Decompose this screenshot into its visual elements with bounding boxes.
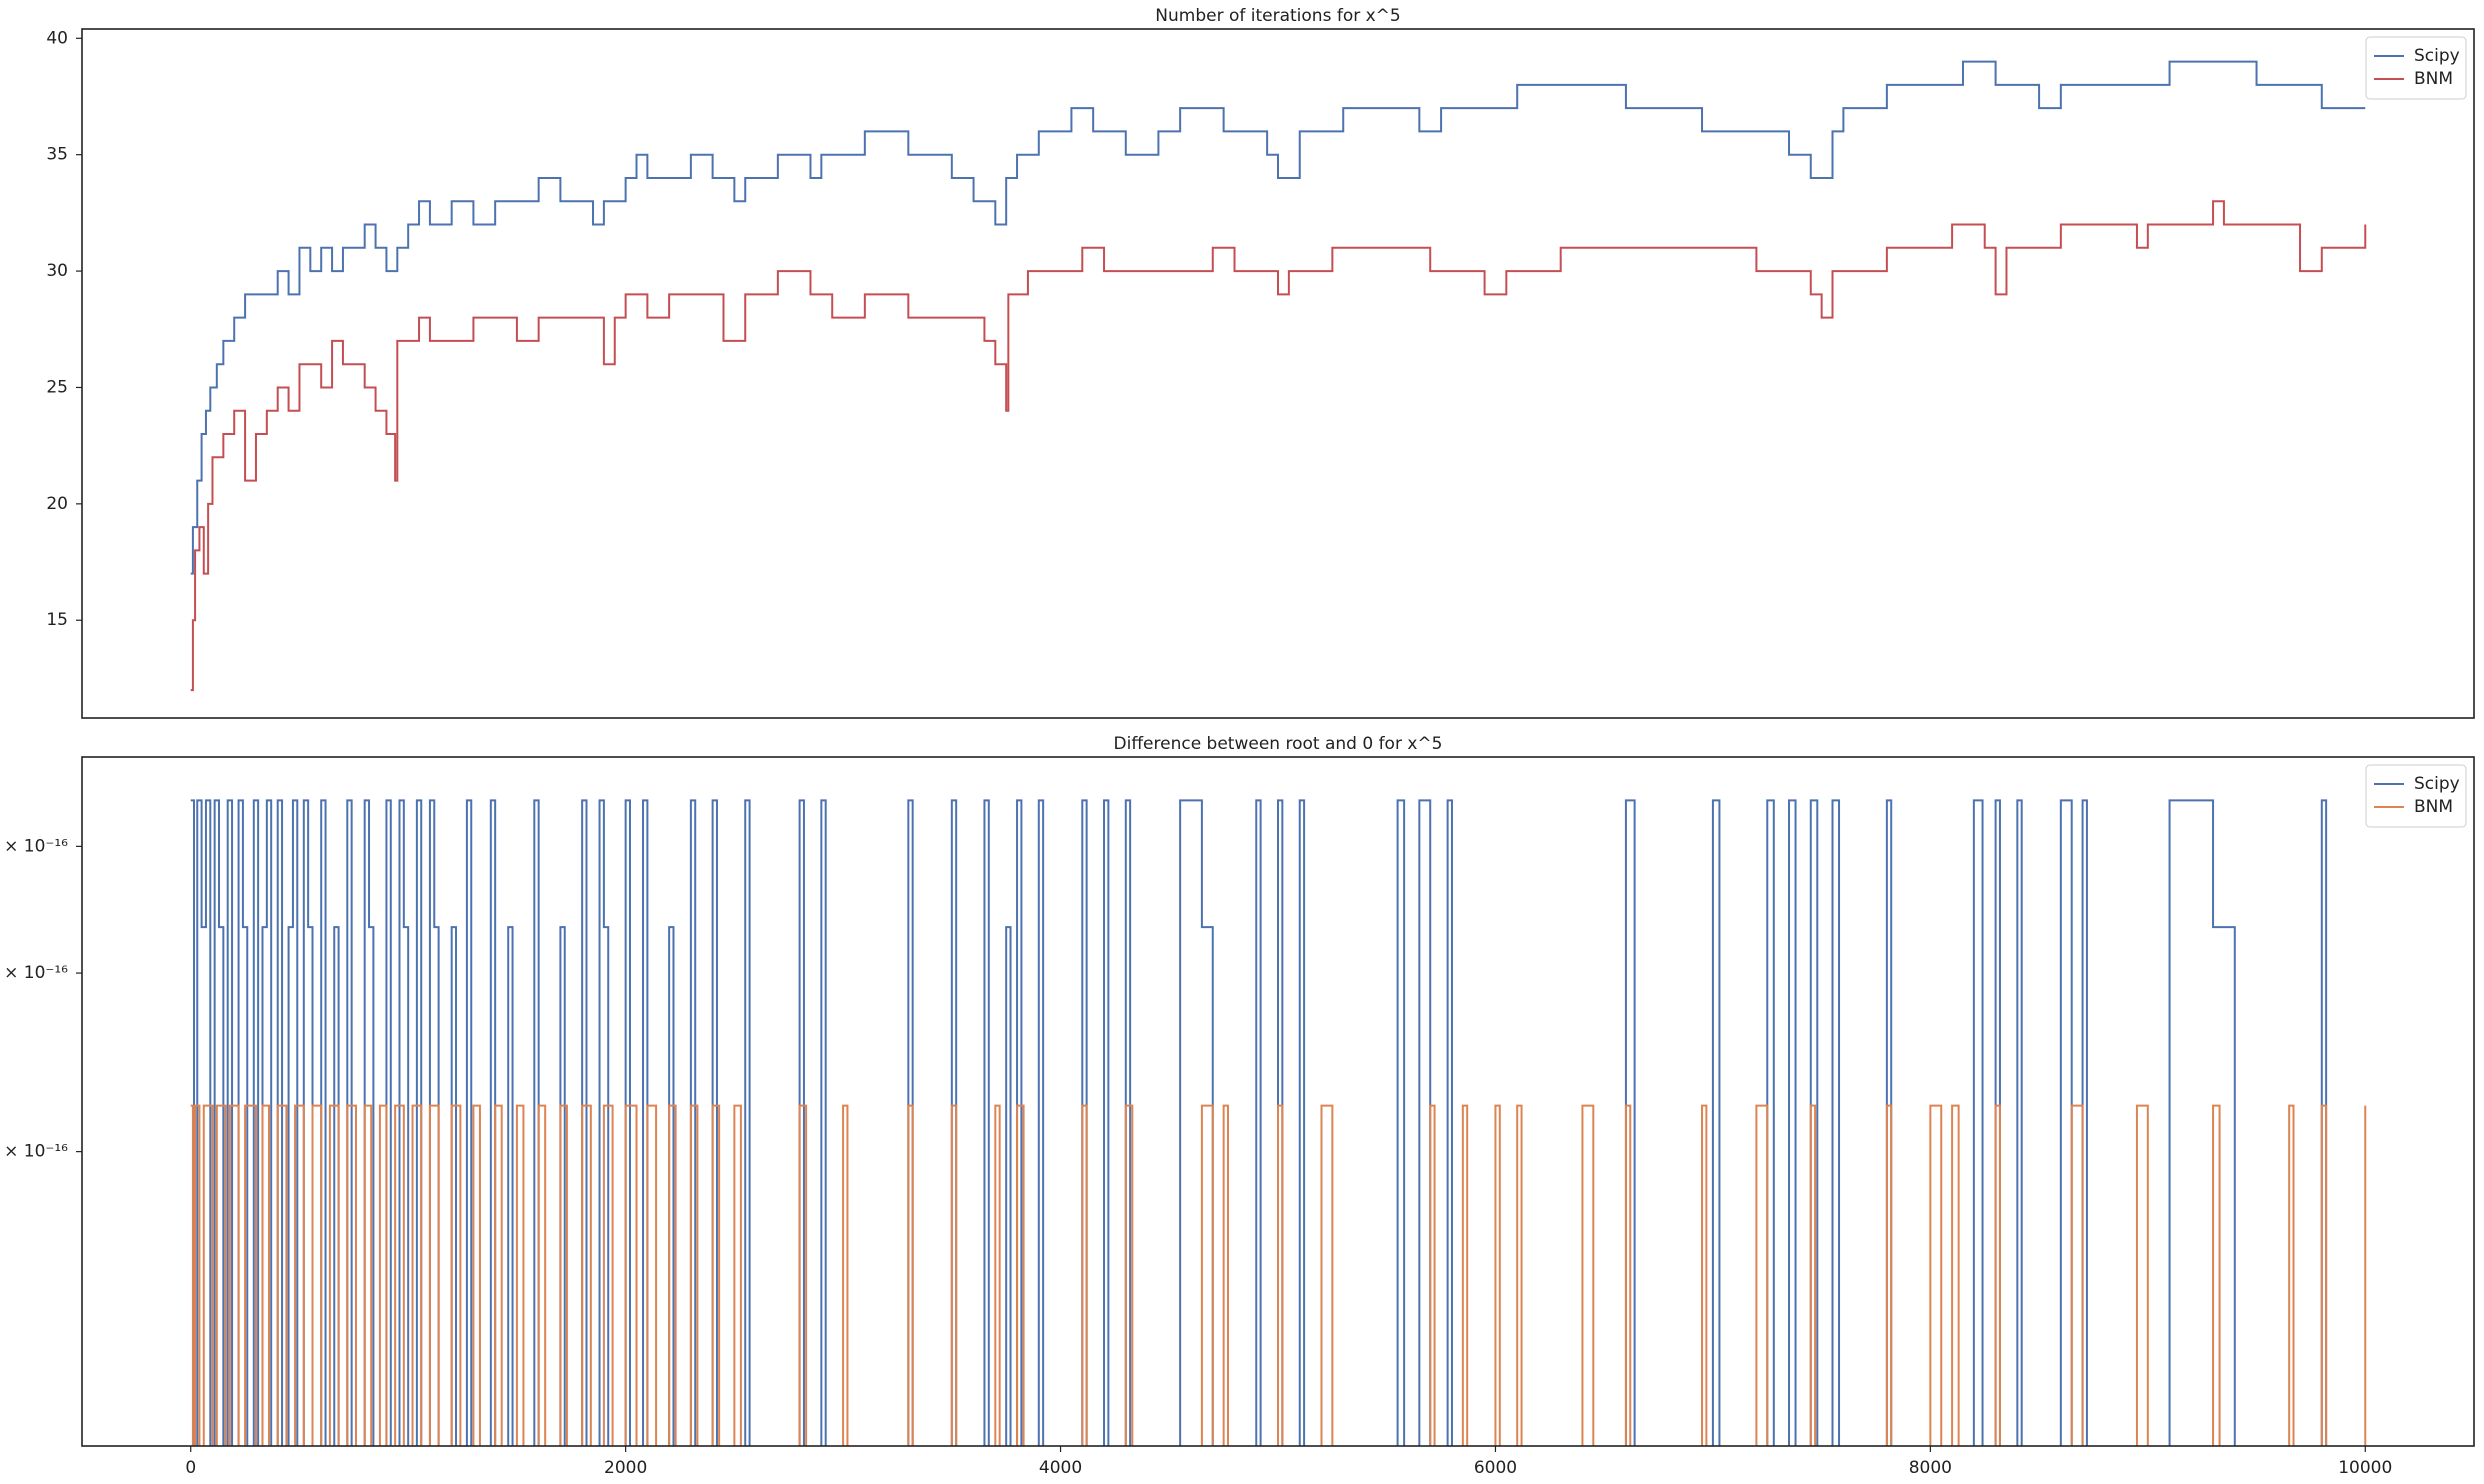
legend-label: BNM bbox=[2414, 797, 2453, 817]
legend-label: Scipy bbox=[2414, 46, 2460, 66]
y-tick-label: 4 × 10⁻¹⁶ bbox=[0, 836, 68, 856]
x-tick-label: 8000 bbox=[1909, 1458, 1952, 1478]
axes-frame bbox=[81, 28, 2475, 719]
legend-label: BNM bbox=[2414, 69, 2453, 89]
series-line bbox=[190, 200, 2367, 692]
plot-area bbox=[190, 799, 2367, 1446]
x-tick-label: 4000 bbox=[1039, 1458, 1082, 1478]
legend-box bbox=[2365, 764, 2467, 828]
chart-title: Difference between root and 0 for x^5 bbox=[1114, 734, 1443, 754]
y-tick-label: 25 bbox=[46, 377, 68, 397]
series-line bbox=[190, 1104, 2367, 1446]
y-tick-label: 40 bbox=[46, 28, 68, 48]
y-tick-label: 3 × 10⁻¹⁶ bbox=[0, 963, 68, 983]
legend-box bbox=[2365, 36, 2467, 100]
x-tick-label: 0 bbox=[185, 1458, 196, 1478]
y-tick-label: 30 bbox=[46, 261, 68, 281]
y-tick-label: 15 bbox=[46, 610, 68, 630]
series-line bbox=[190, 60, 2366, 575]
series-line bbox=[190, 799, 2328, 1446]
y-tick-label: 2 × 10⁻¹⁶ bbox=[0, 1142, 68, 1162]
x-tick-label: 10000 bbox=[2338, 1458, 2392, 1478]
x-tick-label: 6000 bbox=[1474, 1458, 1517, 1478]
plot-area bbox=[190, 60, 2367, 692]
y-tick-label: 35 bbox=[46, 145, 68, 165]
legend-label: Scipy bbox=[2414, 774, 2460, 794]
y-tick-label: 20 bbox=[46, 494, 68, 514]
x-tick-label: 2000 bbox=[604, 1458, 647, 1478]
axes-frame bbox=[81, 756, 2475, 1447]
chart-title: Number of iterations for x^5 bbox=[1155, 6, 1400, 26]
